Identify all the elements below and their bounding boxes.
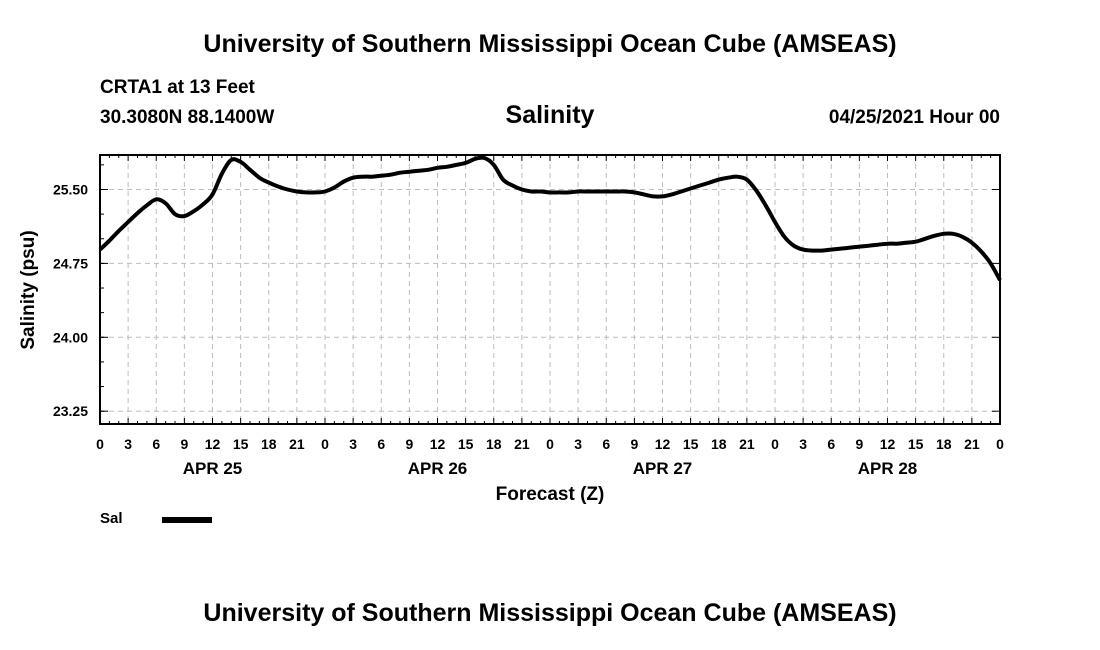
page-title: University of Southern Mississippi Ocean… [203, 30, 897, 58]
x-tick-label: 21 [289, 436, 305, 452]
x-tick-label: 3 [124, 436, 132, 452]
x-tick-label: 12 [205, 436, 221, 452]
x-tick-label: 3 [349, 436, 357, 452]
x-tick-label: 3 [574, 436, 582, 452]
x-tick-label: 12 [880, 436, 896, 452]
x-tick-label: 0 [771, 436, 779, 452]
x-tick-label: 12 [430, 436, 446, 452]
date-label: APR 27 [633, 459, 693, 478]
chart-title: Salinity [505, 101, 595, 129]
x-tick-label: 0 [96, 436, 104, 452]
date-label: APR 28 [858, 459, 918, 478]
x-tick-label: 15 [908, 436, 924, 452]
y-tick-label: 24.75 [53, 255, 88, 271]
x-tick-label: 9 [855, 436, 863, 452]
x-tick-label: 6 [827, 436, 835, 452]
x-tick-label: 0 [996, 436, 1004, 452]
x-tick-label: 3 [799, 436, 807, 452]
series-line-sal [98, 155, 1002, 282]
x-tick-label: 9 [405, 436, 413, 452]
x-tick-label: 9 [180, 436, 188, 452]
x-tick-label: 21 [514, 436, 530, 452]
x-tick-label: 0 [546, 436, 554, 452]
x-tick-label: 6 [377, 436, 385, 452]
x-tick-label: 0 [321, 436, 329, 452]
x-tick-label: 18 [711, 436, 727, 452]
x-tick-label: 12 [655, 436, 671, 452]
forecast-datetime: 04/25/2021 Hour 00 [828, 107, 1000, 128]
axes: 0 3 6 9 12 15 18 21 0 3 6 9 12 15 18 21 0 3 6 9 12 15 18 21 0 3 6 9… [53, 154, 1004, 478]
date-label: APR 25 [183, 459, 243, 478]
y-tick-label: 25.50 [53, 181, 88, 197]
y-tick-label: 24.00 [53, 329, 88, 345]
date-label: APR 26 [408, 459, 468, 478]
x-tick-label: 15 [458, 436, 474, 452]
legend-label: Sal [100, 510, 123, 527]
x-tick-label: 18 [261, 436, 277, 452]
x-tick-label: 9 [630, 436, 638, 452]
station-coordinates: 30.3080N 88.1400W [100, 107, 275, 128]
y-tick-label: 23.25 [53, 403, 88, 419]
x-tick-label: 21 [964, 436, 980, 452]
x-tick-label: 6 [602, 436, 610, 452]
x-tick-label: 21 [739, 436, 755, 452]
footer-title: University of Southern Mississippi Ocean… [203, 599, 897, 627]
legend-swatch [162, 517, 212, 523]
x-tick-label: 15 [233, 436, 249, 452]
station-label: CRTA1 at 13 Feet [100, 77, 255, 98]
x-tick-label: 15 [683, 436, 699, 452]
x-tick-label: 6 [152, 436, 160, 452]
grid [100, 155, 1000, 424]
series-layer [98, 155, 1002, 282]
x-axis-label: Forecast (Z) [496, 484, 605, 505]
x-tick-label: 18 [486, 436, 502, 452]
x-tick-label: 18 [936, 436, 952, 452]
y-axis-label: Salinity (psu) [18, 230, 39, 349]
axis-labels: Forecast (Z) Salinity (psu) [18, 230, 604, 505]
